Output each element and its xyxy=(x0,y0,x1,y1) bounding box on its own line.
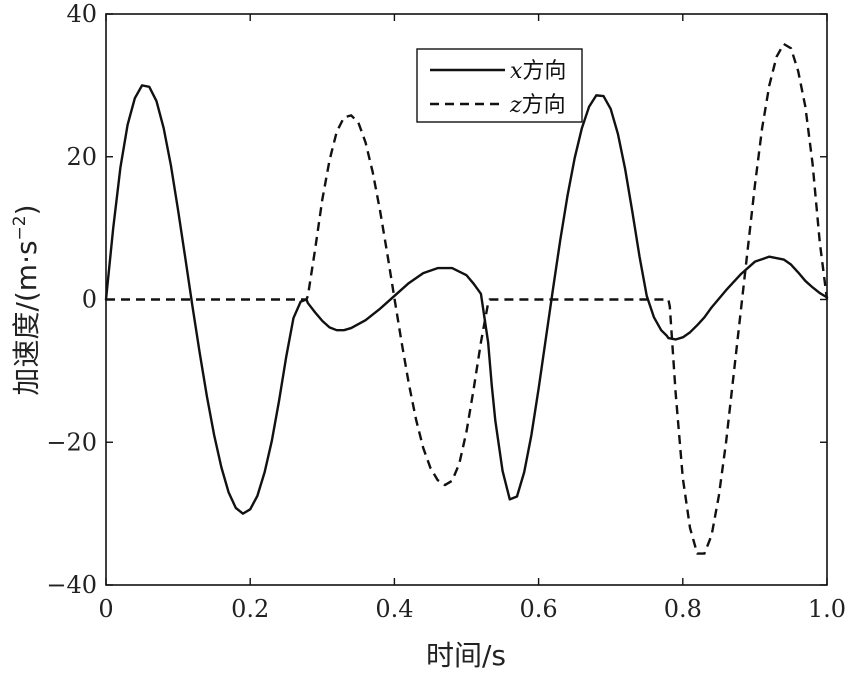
legend-label-z: z方向 xyxy=(509,93,566,118)
legend-box xyxy=(416,48,583,123)
y-axis-title: 加速度/(m·s−2) xyxy=(10,204,43,395)
axis-tick-labels: 0 0.2 0.4 0.6 0.8 1.0 40 20 0 −20 −40 xyxy=(46,0,846,623)
x-tick-label: 1.0 xyxy=(808,595,846,623)
x-axis-title: 时间/s xyxy=(426,639,506,672)
x-tick-label: 0.4 xyxy=(375,595,413,623)
series-x-direction-line xyxy=(104,84,829,515)
x-tick-label: 0.8 xyxy=(664,595,702,623)
legend-label-x: x方向 xyxy=(510,59,566,84)
y-tick-label: −20 xyxy=(46,428,97,456)
x-tick-label: 0 xyxy=(98,595,113,623)
series-z-direction-line xyxy=(106,42,829,555)
x-tick-label: 0.6 xyxy=(520,595,558,623)
y-tick-label: 40 xyxy=(66,0,97,28)
x-tick-label: 0.2 xyxy=(231,595,269,623)
y-tick-label: 0 xyxy=(82,286,97,314)
y-axis-title-superscript: −2 xyxy=(10,215,30,240)
legend: x方向 z方向 xyxy=(416,48,583,123)
y-tick-label: −40 xyxy=(46,571,97,599)
series-layer xyxy=(104,42,829,555)
y-tick-label: 20 xyxy=(66,143,97,171)
